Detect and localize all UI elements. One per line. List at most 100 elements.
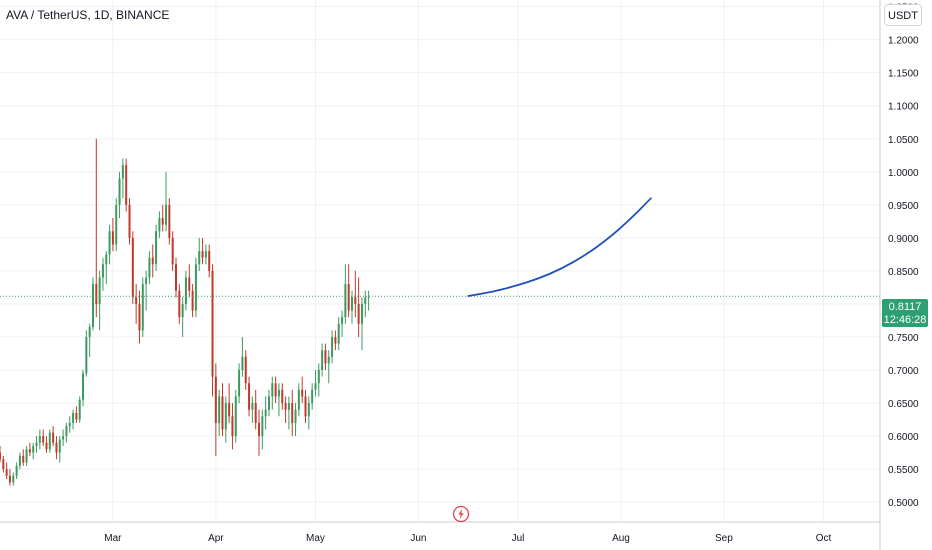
- candle: [224, 396, 227, 443]
- candle-body: [62, 436, 65, 440]
- candle-body: [287, 403, 290, 410]
- candle-body: [337, 323, 340, 344]
- candle-body: [25, 449, 28, 463]
- candle: [184, 270, 187, 311]
- candle-body: [2, 459, 5, 470]
- candle-body: [231, 416, 234, 437]
- currency-button[interactable]: USDT: [884, 4, 922, 26]
- candle: [2, 455, 5, 473]
- candle-body: [301, 389, 304, 397]
- candle: [125, 158, 128, 212]
- candle: [258, 409, 261, 456]
- candle-body: [175, 264, 177, 291]
- candle-body: [121, 165, 124, 179]
- candle: [165, 171, 168, 232]
- candle-body: [128, 204, 131, 238]
- candle: [221, 383, 224, 437]
- candle: [281, 383, 284, 410]
- candle: [274, 376, 277, 404]
- candle-body: [155, 231, 158, 265]
- candle-body: [115, 204, 118, 245]
- candle: [367, 290, 370, 311]
- candle: [244, 350, 247, 390]
- candle: [201, 237, 204, 265]
- candle-body: [82, 373, 85, 400]
- candle: [357, 277, 360, 337]
- candle-body: [101, 264, 104, 278]
- candle: [194, 257, 197, 318]
- candle-body: [151, 257, 154, 265]
- candle: [277, 383, 280, 417]
- candle: [111, 218, 114, 252]
- candle: [301, 376, 304, 404]
- candle-body: [241, 356, 244, 371]
- grid: [0, 0, 880, 522]
- candle: [158, 211, 161, 238]
- y-tick-label: 1.1500: [888, 69, 919, 80]
- candle-body: [201, 251, 204, 258]
- candle: [231, 403, 234, 450]
- candle-body: [204, 251, 207, 258]
- candle: [211, 264, 214, 397]
- candle-body: [354, 297, 357, 304]
- candle-body: [364, 297, 367, 304]
- candle-body: [224, 403, 227, 430]
- candle: [52, 426, 55, 447]
- y-tick-label: 0.7000: [888, 366, 919, 377]
- lightning-logo-icon: [452, 505, 470, 523]
- candle: [55, 436, 58, 460]
- candle: [68, 416, 71, 433]
- candle-body: [211, 270, 214, 377]
- candle-body: [0, 452, 1, 460]
- candle-body: [168, 204, 171, 238]
- symbol-title[interactable]: AVA / TetherUS, 1D, BINANCE: [6, 8, 170, 22]
- candle: [204, 244, 207, 265]
- candle: [91, 277, 94, 331]
- candle: [267, 389, 270, 417]
- candle-body: [161, 218, 164, 225]
- x-tick-label: Mar: [104, 533, 122, 544]
- candle-body: [118, 178, 121, 205]
- candle: [351, 290, 353, 324]
- candle: [58, 436, 61, 463]
- candle: [75, 406, 78, 423]
- candle-body: [15, 465, 18, 476]
- candle: [121, 158, 124, 199]
- candle: [317, 363, 320, 397]
- candle: [171, 231, 174, 271]
- y-tick-label: 0.9500: [888, 201, 919, 212]
- forecast-curve[interactable]: [467, 197, 652, 297]
- forecast-drawing[interactable]: [467, 197, 652, 297]
- candle-body: [55, 442, 58, 453]
- candle-body: [327, 356, 330, 364]
- candle-body: [307, 403, 310, 417]
- y-tick-label: 0.6500: [888, 399, 919, 410]
- candle-body: [78, 399, 81, 420]
- candle-body: [105, 254, 108, 265]
- candle-body: [131, 237, 134, 298]
- candle-body: [191, 290, 194, 311]
- candle-body: [297, 389, 300, 410]
- candle: [98, 270, 101, 331]
- candle: [294, 403, 297, 437]
- candle: [284, 396, 287, 423]
- candle-body: [281, 389, 284, 404]
- candle-body: [28, 449, 31, 453]
- candle: [88, 323, 91, 357]
- candle-body: [98, 277, 101, 304]
- candle-body: [347, 284, 350, 311]
- y-tick-label: 0.7500: [888, 333, 919, 344]
- candle: [234, 389, 237, 443]
- candle: [304, 389, 307, 423]
- candle: [331, 330, 334, 364]
- candle: [138, 290, 141, 344]
- candle: [347, 264, 350, 318]
- last-price-badge: 0.8117 12:46:28: [882, 299, 928, 327]
- candle: [261, 409, 264, 450]
- candle-body: [125, 165, 128, 205]
- candle: [128, 198, 131, 245]
- candle-body: [208, 251, 211, 271]
